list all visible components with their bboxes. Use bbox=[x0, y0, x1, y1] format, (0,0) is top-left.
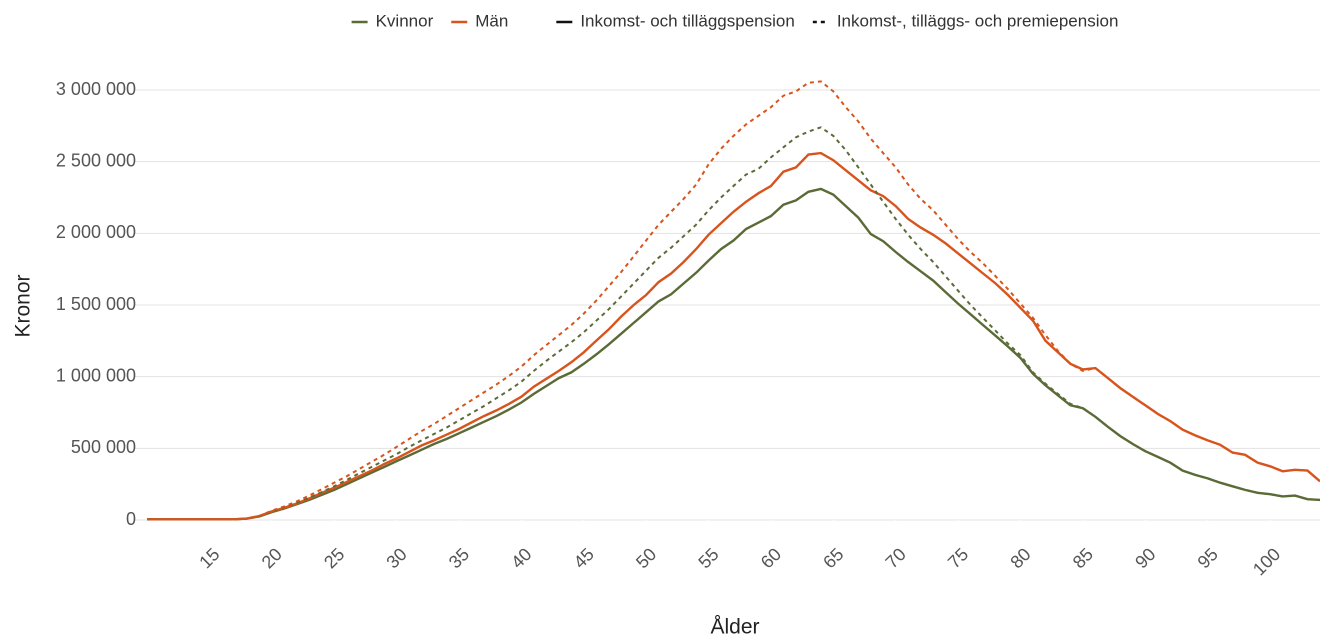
y-tick-label: 1 500 000 bbox=[56, 294, 136, 314]
y-tick-label: 1 000 000 bbox=[56, 365, 136, 385]
y-tick-label: 3 000 000 bbox=[56, 79, 136, 99]
x-tick-label: 45 bbox=[570, 544, 598, 572]
x-tick-label: 80 bbox=[1006, 544, 1034, 572]
x-tick-label: 75 bbox=[944, 544, 972, 572]
y-tick-label: 2 500 000 bbox=[56, 150, 136, 170]
y-tick-label: 0 bbox=[126, 509, 136, 529]
x-tick-label: 95 bbox=[1194, 544, 1222, 572]
x-tick-label: 20 bbox=[258, 544, 286, 572]
legend-label: Inkomst- och tilläggspension bbox=[580, 11, 795, 30]
x-tick-label: 55 bbox=[694, 544, 722, 572]
x-tick-label: 85 bbox=[1069, 544, 1097, 572]
series-line bbox=[147, 126, 1320, 521]
y-tick-label: 2 000 000 bbox=[56, 222, 136, 242]
x-tick-label: 50 bbox=[632, 544, 660, 572]
legend-label: Inkomst-, tilläggs- och premiepension bbox=[837, 11, 1119, 30]
series-line bbox=[147, 151, 1320, 521]
y-axis-title: Kronor bbox=[12, 274, 35, 337]
x-tick-label: 25 bbox=[320, 544, 348, 572]
legend-label: Män bbox=[475, 11, 508, 30]
x-tick-label: 65 bbox=[819, 544, 847, 572]
x-tick-label: 35 bbox=[445, 544, 473, 572]
x-tick-label: 60 bbox=[757, 544, 785, 572]
x-tick-label: 15 bbox=[195, 544, 223, 572]
x-tick-label: 100 bbox=[1249, 544, 1284, 579]
legend-label: Kvinnor bbox=[376, 11, 434, 30]
x-tick-label: 90 bbox=[1131, 544, 1159, 572]
x-tick-label: 70 bbox=[882, 544, 910, 572]
x-tick-label: 30 bbox=[382, 544, 410, 572]
x-tick-label: 40 bbox=[507, 544, 535, 572]
series-line bbox=[147, 80, 1320, 521]
series-line bbox=[147, 187, 1320, 521]
x-axis-title: Ålder bbox=[710, 616, 759, 639]
legend: Kvinnor Män Inkomst- och tilläggspension In… bbox=[351, 11, 1119, 30]
y-tick-label: 500 000 bbox=[71, 437, 136, 457]
